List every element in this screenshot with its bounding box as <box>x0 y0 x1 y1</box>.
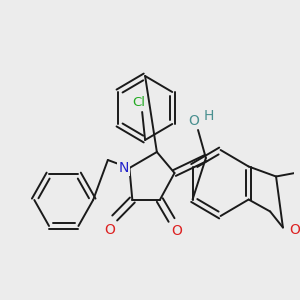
Text: Cl: Cl <box>133 95 146 109</box>
Text: O: O <box>104 223 115 237</box>
Text: O: O <box>189 114 200 128</box>
Text: N: N <box>118 161 129 175</box>
Text: O: O <box>171 224 182 238</box>
Text: H: H <box>204 109 214 123</box>
Text: O: O <box>289 223 300 236</box>
